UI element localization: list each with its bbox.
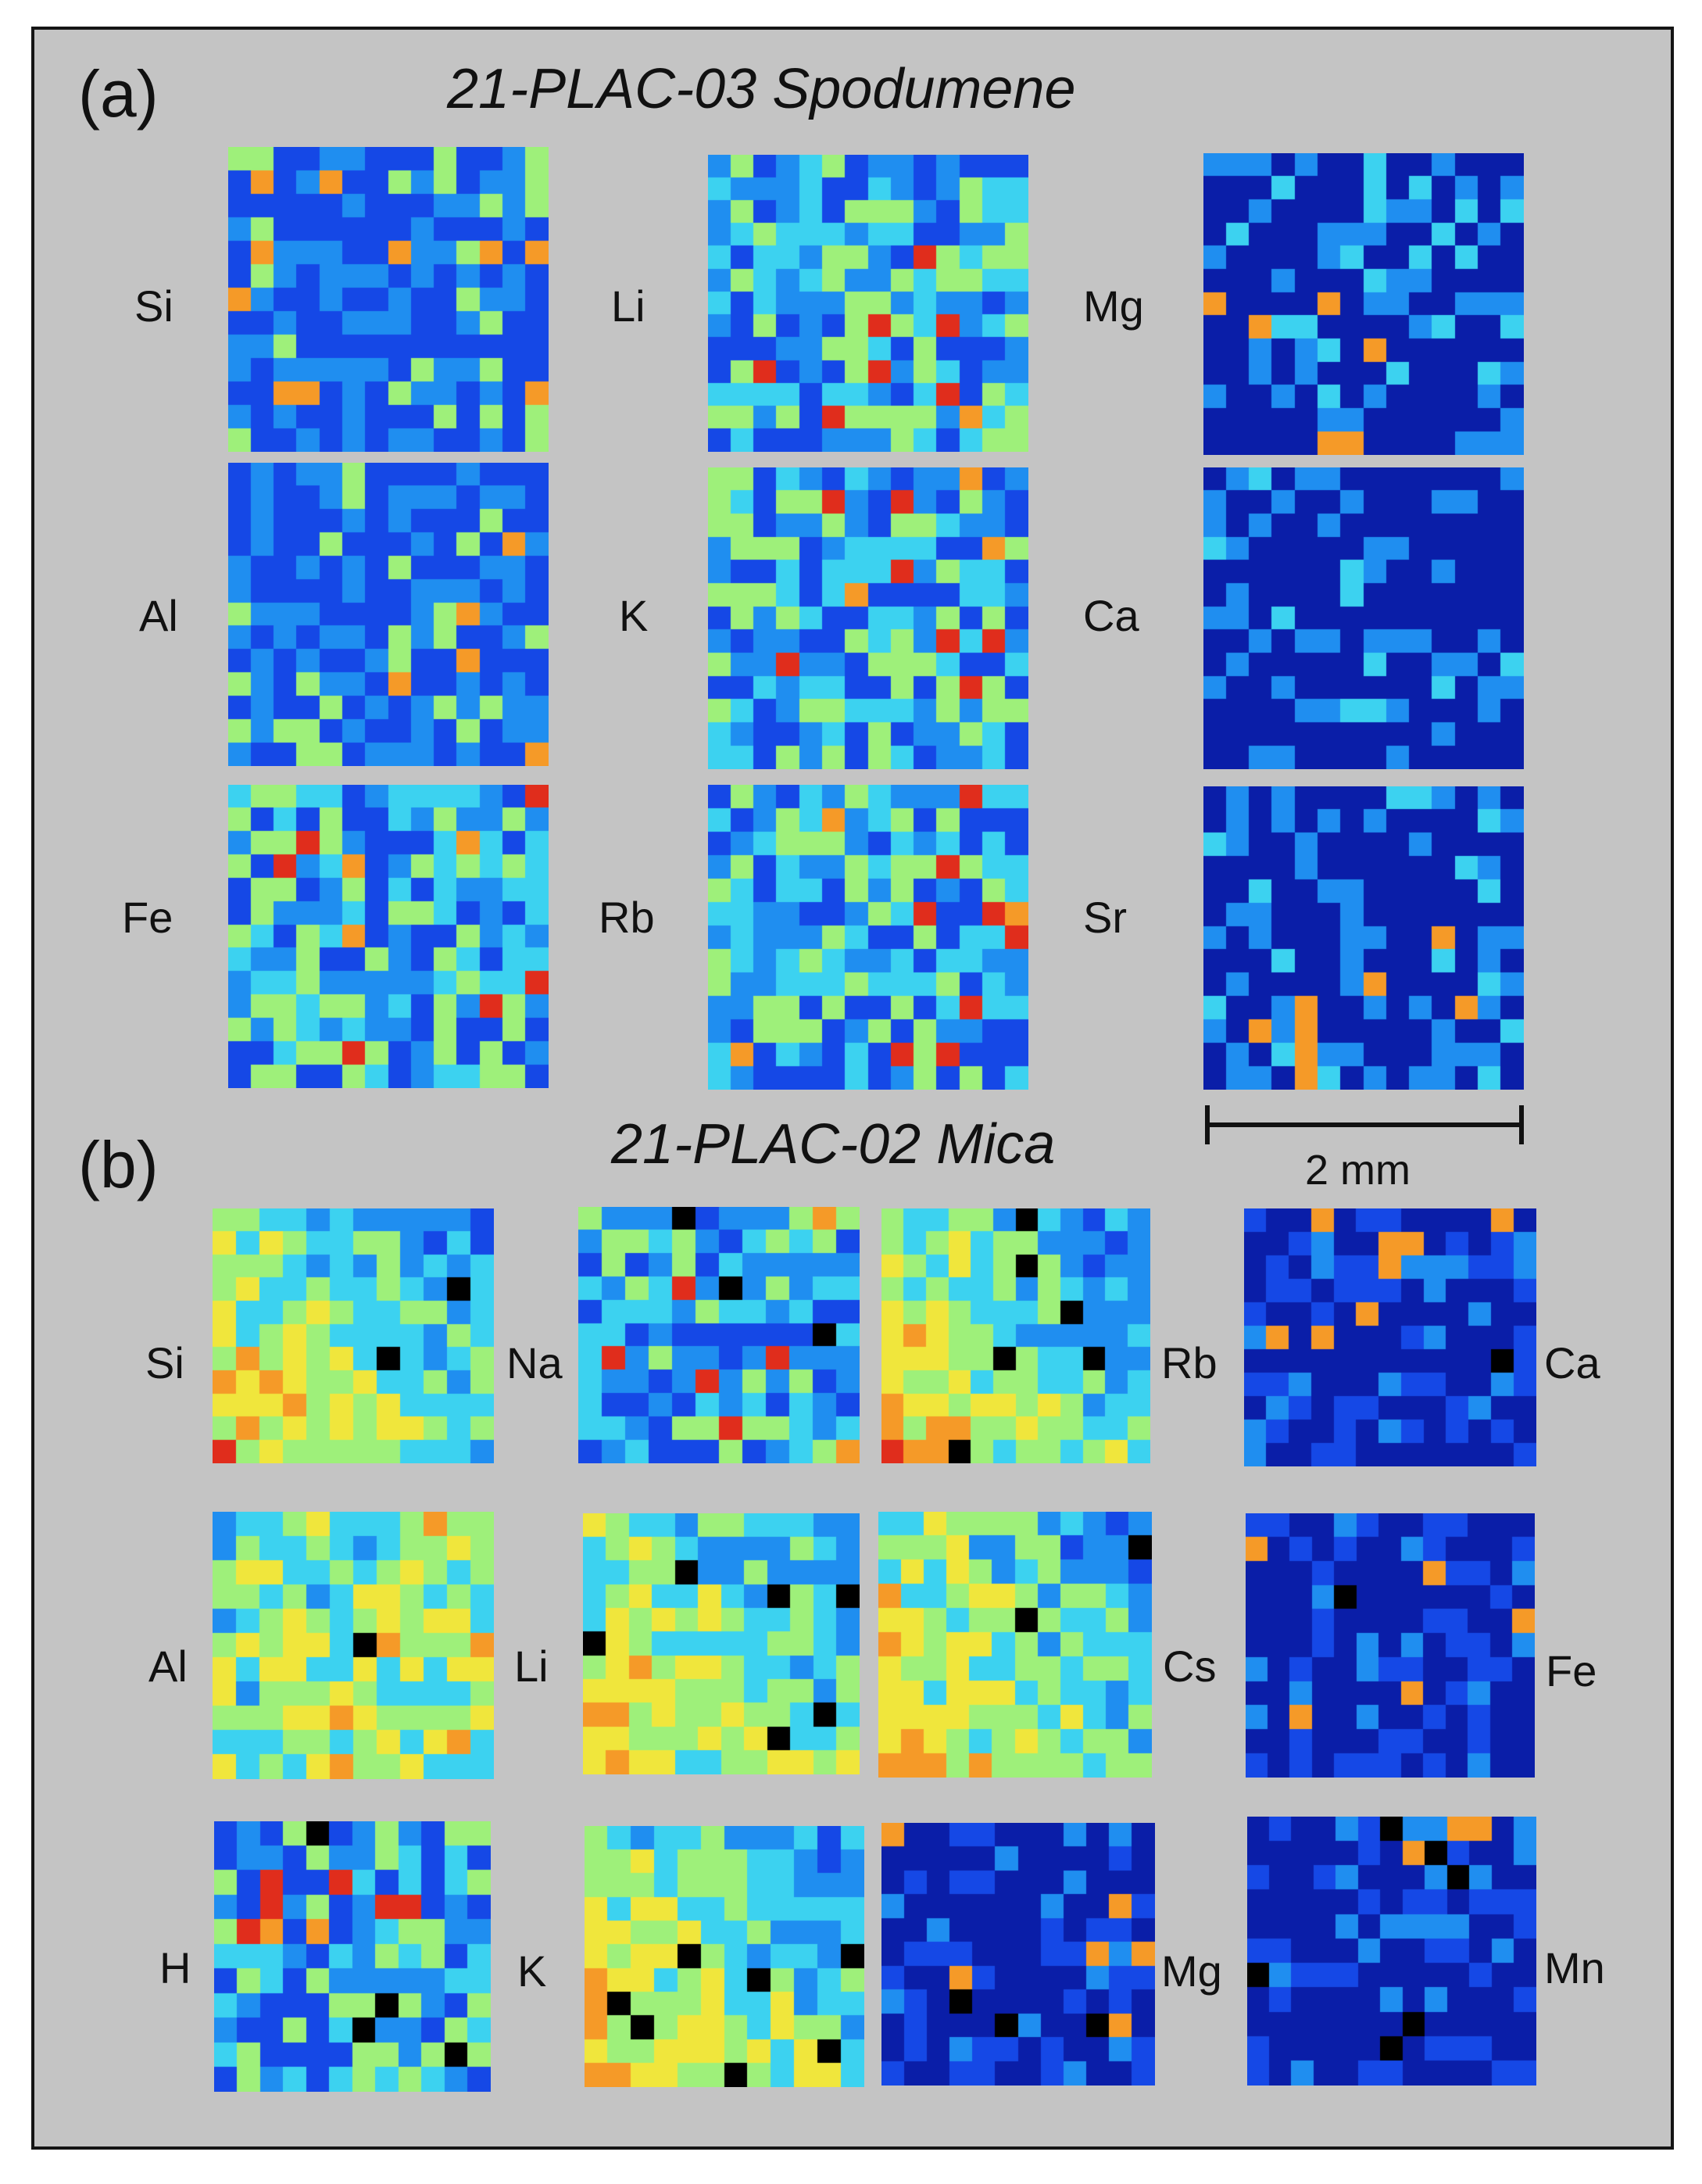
map-a-mg — [1203, 153, 1524, 455]
figure-frame: (a) 21-PLAC-03 Spodumene Si Li Mg Al K C… — [31, 27, 1674, 2150]
map-b-na — [578, 1207, 860, 1463]
map-label-a-li: Li — [611, 281, 645, 331]
map-label-a-sr: Sr — [1083, 893, 1127, 942]
panel-a-title: 21-PLAC-03 Spodumene — [447, 58, 1076, 120]
map-label-b-si: Si — [145, 1338, 184, 1387]
map-label-b-mg: Mg — [1161, 1946, 1222, 1996]
map-label-b-k: K — [517, 1946, 547, 1996]
map-label-b-al: Al — [148, 1642, 188, 1691]
map-label-a-si: Si — [134, 281, 173, 331]
map-label-a-rb: Rb — [599, 893, 655, 942]
map-label-b-fe: Fe — [1546, 1646, 1597, 1695]
map-label-b-li: Li — [514, 1642, 549, 1691]
scale-bar — [1205, 1122, 1524, 1127]
map-label-b-ca: Ca — [1544, 1338, 1600, 1387]
map-label-a-al: Al — [139, 591, 178, 640]
map-b-ca — [1244, 1208, 1536, 1466]
map-b-fe — [1246, 1513, 1535, 1778]
map-b-rb — [881, 1208, 1150, 1463]
map-b-cs — [878, 1512, 1152, 1778]
map-label-a-fe: Fe — [122, 893, 173, 942]
map-b-al — [213, 1512, 494, 1779]
map-a-si — [228, 147, 549, 452]
panel-b-label: (b) — [78, 1128, 159, 1201]
map-a-fe — [228, 785, 549, 1088]
map-b-mn — [1247, 1817, 1536, 2086]
map-label-b-cs: Cs — [1163, 1642, 1217, 1691]
map-b-h — [214, 1821, 491, 2092]
map-a-k — [708, 467, 1028, 769]
map-label-b-h: H — [159, 1943, 191, 1992]
panel-a-label: (a) — [78, 57, 159, 131]
map-label-a-ca: Ca — [1083, 591, 1139, 640]
map-b-li — [583, 1513, 860, 1774]
map-a-al — [228, 463, 549, 766]
map-a-ca — [1203, 467, 1524, 769]
map-label-b-na: Na — [506, 1338, 563, 1387]
map-a-rb — [708, 785, 1028, 1090]
map-b-mg — [881, 1823, 1155, 2086]
map-label-b-rb: Rb — [1161, 1338, 1218, 1387]
scale-bar-right-tick — [1519, 1105, 1524, 1144]
scale-bar-left-tick — [1205, 1105, 1210, 1144]
map-label-a-mg: Mg — [1083, 281, 1144, 331]
panel-b-title: 21-PLAC-02 Mica — [611, 1113, 1056, 1176]
map-label-a-k: K — [619, 591, 649, 640]
map-b-k — [585, 1826, 864, 2087]
map-b-si — [213, 1208, 494, 1463]
map-a-sr — [1203, 786, 1524, 1090]
scale-bar-label: 2 mm — [1305, 1147, 1411, 1194]
map-a-li — [708, 155, 1028, 452]
map-label-b-mn: Mn — [1544, 1943, 1605, 1992]
